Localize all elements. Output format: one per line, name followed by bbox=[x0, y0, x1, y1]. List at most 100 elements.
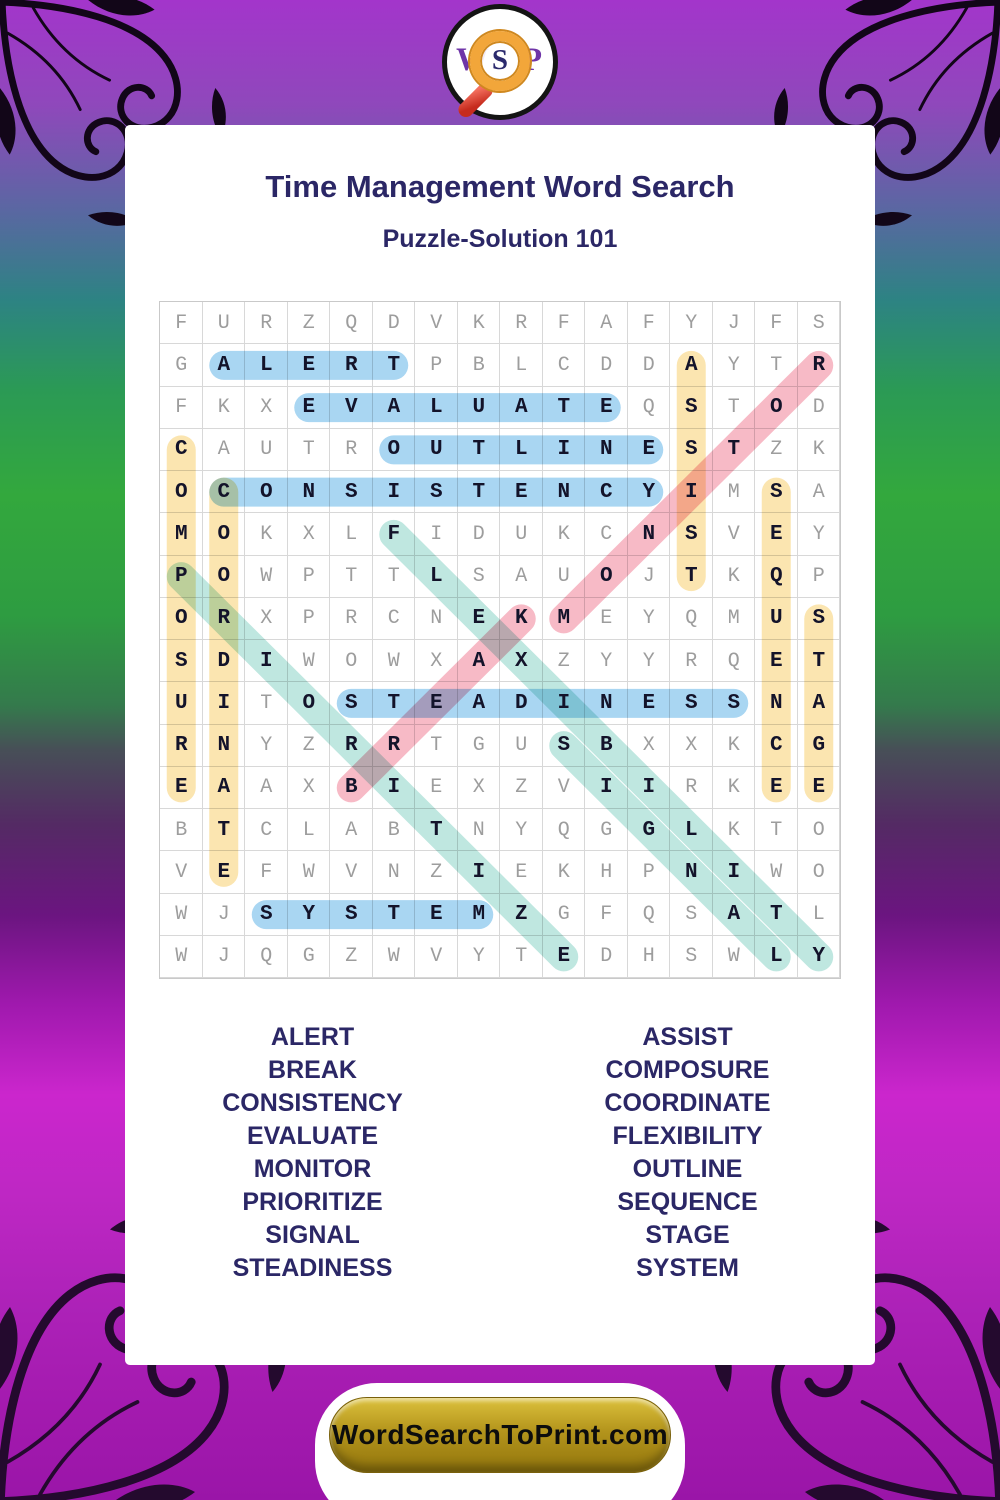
solution-highlights-layer bbox=[166, 350, 834, 972]
grid-cell-border bbox=[330, 302, 373, 345]
grid-cell-border bbox=[457, 724, 500, 767]
grid-cell: R bbox=[344, 734, 358, 758]
grid-cell: T bbox=[387, 691, 401, 715]
grid-cell-border bbox=[287, 809, 330, 852]
grid-cell-border bbox=[202, 302, 245, 345]
grid-cell-border bbox=[372, 555, 415, 598]
grid-cell: W bbox=[260, 565, 273, 589]
grid-cell-border bbox=[712, 513, 755, 556]
grid-cell: E bbox=[600, 607, 613, 631]
grid-cell-border bbox=[797, 344, 840, 387]
grid-cell: A bbox=[812, 691, 826, 715]
grid-cell: M bbox=[472, 903, 486, 927]
grid-cell: R bbox=[387, 734, 401, 758]
grid-cell: Y bbox=[472, 945, 485, 969]
grid-cell-border bbox=[627, 597, 670, 640]
grid-cell-border bbox=[712, 682, 755, 725]
grid-cell-border bbox=[160, 344, 203, 387]
grid-cell: A bbox=[345, 818, 358, 842]
word-list-item: SIGNAL bbox=[265, 1221, 360, 1249]
grid-cell-border bbox=[542, 724, 585, 767]
grid-cell: T bbox=[727, 438, 741, 462]
grid-cell: X bbox=[642, 734, 655, 758]
grid-cell-border bbox=[245, 766, 288, 809]
grid-cell: E bbox=[515, 860, 528, 884]
grid-cell: E bbox=[769, 522, 783, 546]
grid-cell: W bbox=[770, 860, 783, 884]
grid-cell: B bbox=[472, 353, 485, 377]
grid-cell: C bbox=[260, 818, 273, 842]
grid-cell: Y bbox=[727, 353, 740, 377]
grid-cell: E bbox=[429, 691, 443, 715]
grid-cell: P bbox=[302, 565, 315, 589]
grid-cell: E bbox=[557, 945, 571, 969]
grid-cell: S bbox=[812, 311, 825, 335]
grid-cell: O bbox=[174, 480, 188, 504]
grid-cell-border bbox=[712, 851, 755, 894]
grid-cell-border bbox=[372, 302, 415, 345]
grid-cell-border bbox=[160, 851, 203, 894]
grid-cell: V bbox=[430, 945, 443, 969]
grid-cell: O bbox=[217, 522, 231, 546]
word-list-item: CONSISTENCY bbox=[222, 1089, 403, 1117]
grid-cell-border bbox=[330, 597, 373, 640]
grid-cell-border bbox=[712, 302, 755, 345]
grid-cell: K bbox=[557, 522, 570, 546]
grid-cell: D bbox=[600, 945, 613, 969]
grid-cell: C bbox=[557, 353, 570, 377]
grid-cell: X bbox=[430, 649, 443, 673]
grid-cell-border bbox=[797, 935, 840, 978]
grid-cell: V bbox=[344, 396, 358, 420]
grid-cell: E bbox=[769, 776, 783, 800]
grid-cell-border bbox=[542, 935, 585, 978]
grid-cell-border bbox=[415, 513, 458, 556]
grid-cell: Z bbox=[514, 903, 528, 927]
grid-cell-border bbox=[670, 809, 713, 852]
grid-cell-border bbox=[457, 344, 500, 387]
grid-cell-border bbox=[627, 428, 670, 471]
grid-cell: F bbox=[260, 860, 273, 884]
grid-cell: E bbox=[217, 860, 231, 884]
grid-cell: R bbox=[217, 607, 231, 631]
grid-cell: D bbox=[514, 691, 528, 715]
grid-cell: Z bbox=[302, 311, 315, 335]
grid-cell-border bbox=[457, 935, 500, 978]
grid-cell-border bbox=[585, 302, 628, 345]
grid-cell: F bbox=[770, 311, 783, 335]
grid-cell-border bbox=[542, 809, 585, 852]
grid-cell-border bbox=[245, 302, 288, 345]
grid-cell: L bbox=[345, 522, 358, 546]
grid-cell: P bbox=[812, 565, 825, 589]
grid-cell: S bbox=[344, 480, 358, 504]
grid-cell: S bbox=[344, 691, 358, 715]
grid-cell: X bbox=[302, 522, 315, 546]
grid-cell-border bbox=[415, 597, 458, 640]
grid-cell: K bbox=[727, 734, 740, 758]
grid-cell-border bbox=[372, 851, 415, 894]
grid-cell-border bbox=[457, 893, 500, 936]
word-list-item: ASSIST bbox=[642, 1023, 733, 1051]
grid-cell: G bbox=[557, 903, 570, 927]
grid-cell: G bbox=[600, 818, 613, 842]
grid-cell-border bbox=[330, 724, 373, 767]
grid-cell: S bbox=[259, 903, 273, 927]
grid-cell-border bbox=[500, 893, 543, 936]
grid-cell: E bbox=[430, 776, 443, 800]
grid-cell: I bbox=[642, 776, 656, 800]
grid-cell: Q bbox=[260, 945, 273, 969]
grid-cell: J bbox=[727, 311, 740, 335]
grid-cell: A bbox=[515, 565, 528, 589]
grid-cell: T bbox=[387, 353, 401, 377]
grid-cell-border bbox=[712, 344, 755, 387]
grid-cell-border bbox=[415, 766, 458, 809]
solution-highlight-prioritize bbox=[166, 562, 579, 972]
grid-cell: E bbox=[514, 480, 528, 504]
grid-cell-border bbox=[585, 555, 628, 598]
grid-cell-border bbox=[245, 724, 288, 767]
website-link-button[interactable]: WordSearchToPrint.com bbox=[329, 1397, 671, 1473]
grid-cell: O bbox=[174, 607, 188, 631]
grid-cell-border bbox=[500, 851, 543, 894]
grid-cell: S bbox=[557, 734, 571, 758]
grid-cell: S bbox=[684, 396, 698, 420]
